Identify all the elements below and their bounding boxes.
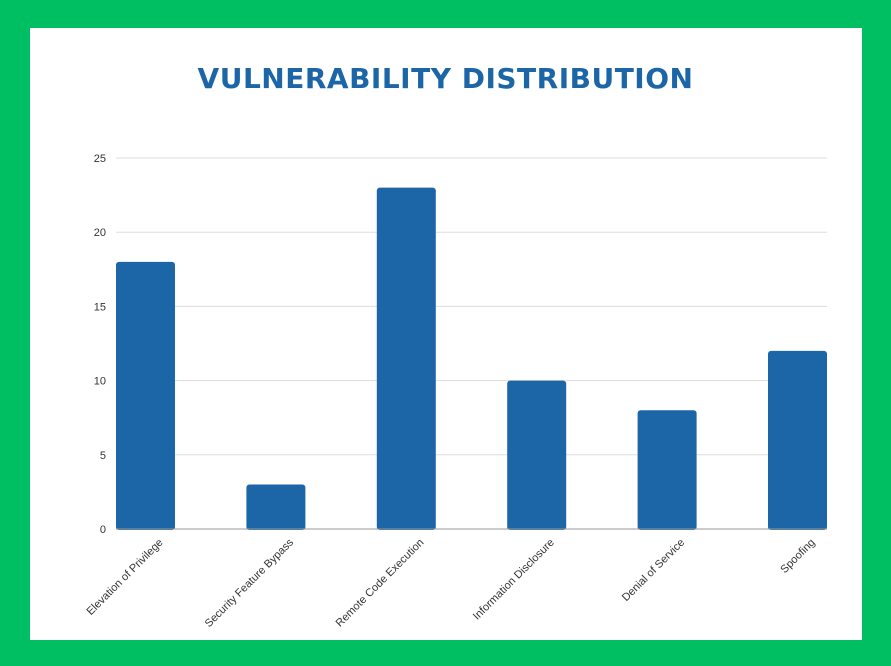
y-tick-label: 25 [94, 153, 106, 165]
x-axis-labels: Elevation of Privilege Security Feature B… [84, 536, 817, 630]
y-tick-label: 15 [94, 301, 106, 313]
bar [376, 187, 436, 530]
x-category-label: Information Disclosure [471, 537, 557, 623]
x-category-label: Spoofing [778, 537, 817, 576]
bars [116, 187, 827, 530]
x-category-label: Security Feature Bypass [203, 536, 297, 630]
bar [637, 410, 697, 530]
chart-title: VULNERABILITY DISTRIBUTION [197, 62, 694, 95]
bar [246, 484, 306, 530]
y-tick-label: 5 [100, 450, 106, 462]
bar [116, 261, 175, 530]
x-category-label: Elevation of Privilege [84, 537, 165, 618]
y-tick-label: 0 [100, 524, 106, 536]
x-category-label: Denial of Service [620, 537, 687, 604]
y-tick-label: 10 [94, 376, 106, 388]
bar [507, 380, 567, 530]
x-category-label: Remote Code Execution [334, 537, 427, 630]
bar [768, 350, 827, 530]
y-axis-ticks: 0 5 10 15 20 25 [94, 153, 106, 536]
y-tick-label: 20 [94, 227, 106, 239]
gridlines [116, 157, 827, 456]
